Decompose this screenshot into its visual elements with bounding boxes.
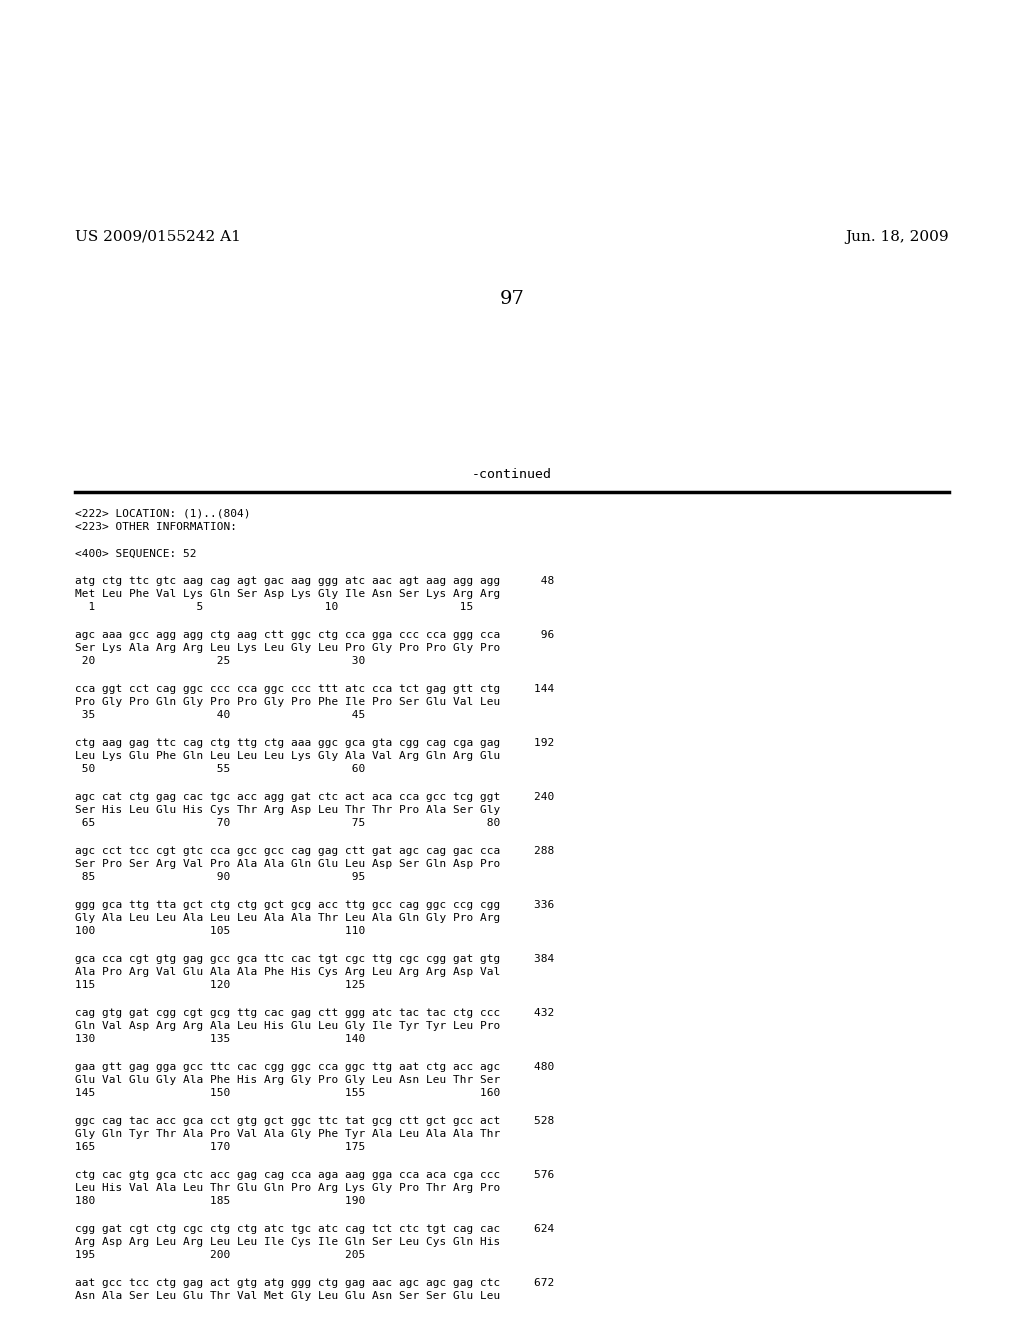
Text: gca cca cgt gtg gag gcc gca ttc cac tgt cgc ttg cgc cgg gat gtg     384: gca cca cgt gtg gag gcc gca ttc cac tgt … (75, 953, 554, 964)
Text: agc cct tcc cgt gtc cca gcc gcc cag gag ctt gat agc cag gac cca     288: agc cct tcc cgt gtc cca gcc gcc cag gag … (75, 846, 554, 855)
Text: Ser His Leu Glu His Cys Thr Arg Asp Leu Thr Thr Pro Ala Ser Gly: Ser His Leu Glu His Cys Thr Arg Asp Leu … (75, 805, 501, 814)
Text: Ser Lys Ala Arg Arg Leu Lys Leu Gly Leu Pro Gly Pro Pro Gly Pro: Ser Lys Ala Arg Arg Leu Lys Leu Gly Leu … (75, 643, 501, 653)
Text: Jun. 18, 2009: Jun. 18, 2009 (846, 230, 949, 244)
Text: Ala Pro Arg Val Glu Ala Ala Phe His Cys Arg Leu Arg Arg Asp Val: Ala Pro Arg Val Glu Ala Ala Phe His Cys … (75, 968, 501, 977)
Text: 85                  90                  95: 85 90 95 (75, 873, 366, 883)
Text: 65                  70                  75                  80: 65 70 75 80 (75, 818, 501, 829)
Text: 20                  25                  30: 20 25 30 (75, 656, 366, 667)
Text: <222> LOCATION: (1)..(804): <222> LOCATION: (1)..(804) (75, 508, 251, 517)
Text: Ser Pro Ser Arg Val Pro Ala Ala Gln Glu Leu Asp Ser Gln Asp Pro: Ser Pro Ser Arg Val Pro Ala Ala Gln Glu … (75, 859, 501, 869)
Text: Gln Val Asp Arg Arg Ala Leu His Glu Leu Gly Ile Tyr Tyr Leu Pro: Gln Val Asp Arg Arg Ala Leu His Glu Leu … (75, 1020, 501, 1031)
Text: ctg cac gtg gca ctc acc gag cag cca aga aag gga cca aca cga ccc     576: ctg cac gtg gca ctc acc gag cag cca aga … (75, 1170, 554, 1180)
Text: 130                 135                 140: 130 135 140 (75, 1035, 366, 1044)
Text: 35                  40                  45: 35 40 45 (75, 710, 366, 721)
Text: atg ctg ttc gtc aag cag agt gac aag ggg atc aac agt aag agg agg      48: atg ctg ttc gtc aag cag agt gac aag ggg … (75, 576, 554, 586)
Text: -continued: -continued (472, 469, 552, 480)
Text: Leu Lys Glu Phe Gln Leu Leu Leu Lys Gly Ala Val Arg Gln Arg Glu: Leu Lys Glu Phe Gln Leu Leu Leu Lys Gly … (75, 751, 501, 762)
Text: gaa gtt gag gga gcc ttc cac cgg ggc cca ggc ttg aat ctg acc agc     480: gaa gtt gag gga gcc ttc cac cgg ggc cca … (75, 1061, 554, 1072)
Text: <400> SEQUENCE: 52: <400> SEQUENCE: 52 (75, 549, 197, 558)
Text: aat gcc tcc ctg gag act gtg atg ggg ctg gag aac agc agc gag ctc     672: aat gcc tcc ctg gag act gtg atg ggg ctg … (75, 1278, 554, 1287)
Text: Asn Ala Ser Leu Glu Thr Val Met Gly Leu Glu Asn Ser Ser Glu Leu: Asn Ala Ser Leu Glu Thr Val Met Gly Leu … (75, 1291, 501, 1302)
Text: Pro Gly Pro Gln Gly Pro Pro Gly Pro Phe Ile Pro Ser Glu Val Leu: Pro Gly Pro Gln Gly Pro Pro Gly Pro Phe … (75, 697, 501, 708)
Text: 50                  55                  60: 50 55 60 (75, 764, 366, 775)
Text: Gly Ala Leu Leu Ala Leu Leu Ala Ala Thr Leu Ala Gln Gly Pro Arg: Gly Ala Leu Leu Ala Leu Leu Ala Ala Thr … (75, 913, 501, 923)
Text: US 2009/0155242 A1: US 2009/0155242 A1 (75, 230, 241, 244)
Text: Gly Gln Tyr Thr Ala Pro Val Ala Gly Phe Tyr Ala Leu Ala Ala Thr: Gly Gln Tyr Thr Ala Pro Val Ala Gly Phe … (75, 1129, 501, 1139)
Text: <223> OTHER INFORMATION:: <223> OTHER INFORMATION: (75, 521, 237, 532)
Text: cag gtg gat cgg cgt gcg ttg cac gag ctt ggg atc tac tac ctg ccc     432: cag gtg gat cgg cgt gcg ttg cac gag ctt … (75, 1007, 554, 1018)
Text: cgg gat cgt ctg cgc ctg ctg atc tgc atc cag tct ctc tgt cag cac     624: cgg gat cgt ctg cgc ctg ctg atc tgc atc … (75, 1224, 554, 1233)
Text: 100                 105                 110: 100 105 110 (75, 927, 366, 936)
Text: Glu Val Glu Gly Ala Phe His Arg Gly Pro Gly Leu Asn Leu Thr Ser: Glu Val Glu Gly Ala Phe His Arg Gly Pro … (75, 1074, 501, 1085)
Text: cca ggt cct cag ggc ccc cca ggc ccc ttt atc cca tct gag gtt ctg     144: cca ggt cct cag ggc ccc cca ggc ccc ttt … (75, 684, 554, 693)
Text: agc cat ctg gag cac tgc acc agg gat ctc act aca cca gcc tcg ggt     240: agc cat ctg gag cac tgc acc agg gat ctc … (75, 792, 554, 801)
Text: ggc cag tac acc gca cct gtg gct ggc ttc tat gcg ctt gct gcc act     528: ggc cag tac acc gca cct gtg gct ggc ttc … (75, 1115, 554, 1126)
Text: ctg aag gag ttc cag ctg ttg ctg aaa ggc gca gta cgg cag cga gag     192: ctg aag gag ttc cag ctg ttg ctg aaa ggc … (75, 738, 554, 747)
Text: 1               5                  10                  15: 1 5 10 15 (75, 602, 473, 612)
Text: ggg gca ttg tta gct ctg ctg gct gcg acc ttg gcc cag ggc ccg cgg     336: ggg gca ttg tta gct ctg ctg gct gcg acc … (75, 899, 554, 909)
Text: Leu His Val Ala Leu Thr Glu Gln Pro Arg Lys Gly Pro Thr Arg Pro: Leu His Val Ala Leu Thr Glu Gln Pro Arg … (75, 1183, 501, 1193)
Text: agc aaa gcc agg agg ctg aag ctt ggc ctg cca gga ccc cca ggg cca      96: agc aaa gcc agg agg ctg aag ctt ggc ctg … (75, 630, 554, 639)
Text: 180                 185                 190: 180 185 190 (75, 1196, 366, 1206)
Text: 97: 97 (500, 290, 524, 308)
Text: 145                 150                 155                 160: 145 150 155 160 (75, 1089, 501, 1098)
Text: 195                 200                 205: 195 200 205 (75, 1250, 366, 1261)
Text: Arg Asp Arg Leu Arg Leu Leu Ile Cys Ile Gln Ser Leu Cys Gln His: Arg Asp Arg Leu Arg Leu Leu Ile Cys Ile … (75, 1237, 501, 1247)
Text: 115                 120                 125: 115 120 125 (75, 981, 366, 990)
Text: 165                 170                 175: 165 170 175 (75, 1143, 366, 1152)
Text: Met Leu Phe Val Lys Gln Ser Asp Lys Gly Ile Asn Ser Lys Arg Arg: Met Leu Phe Val Lys Gln Ser Asp Lys Gly … (75, 589, 501, 599)
